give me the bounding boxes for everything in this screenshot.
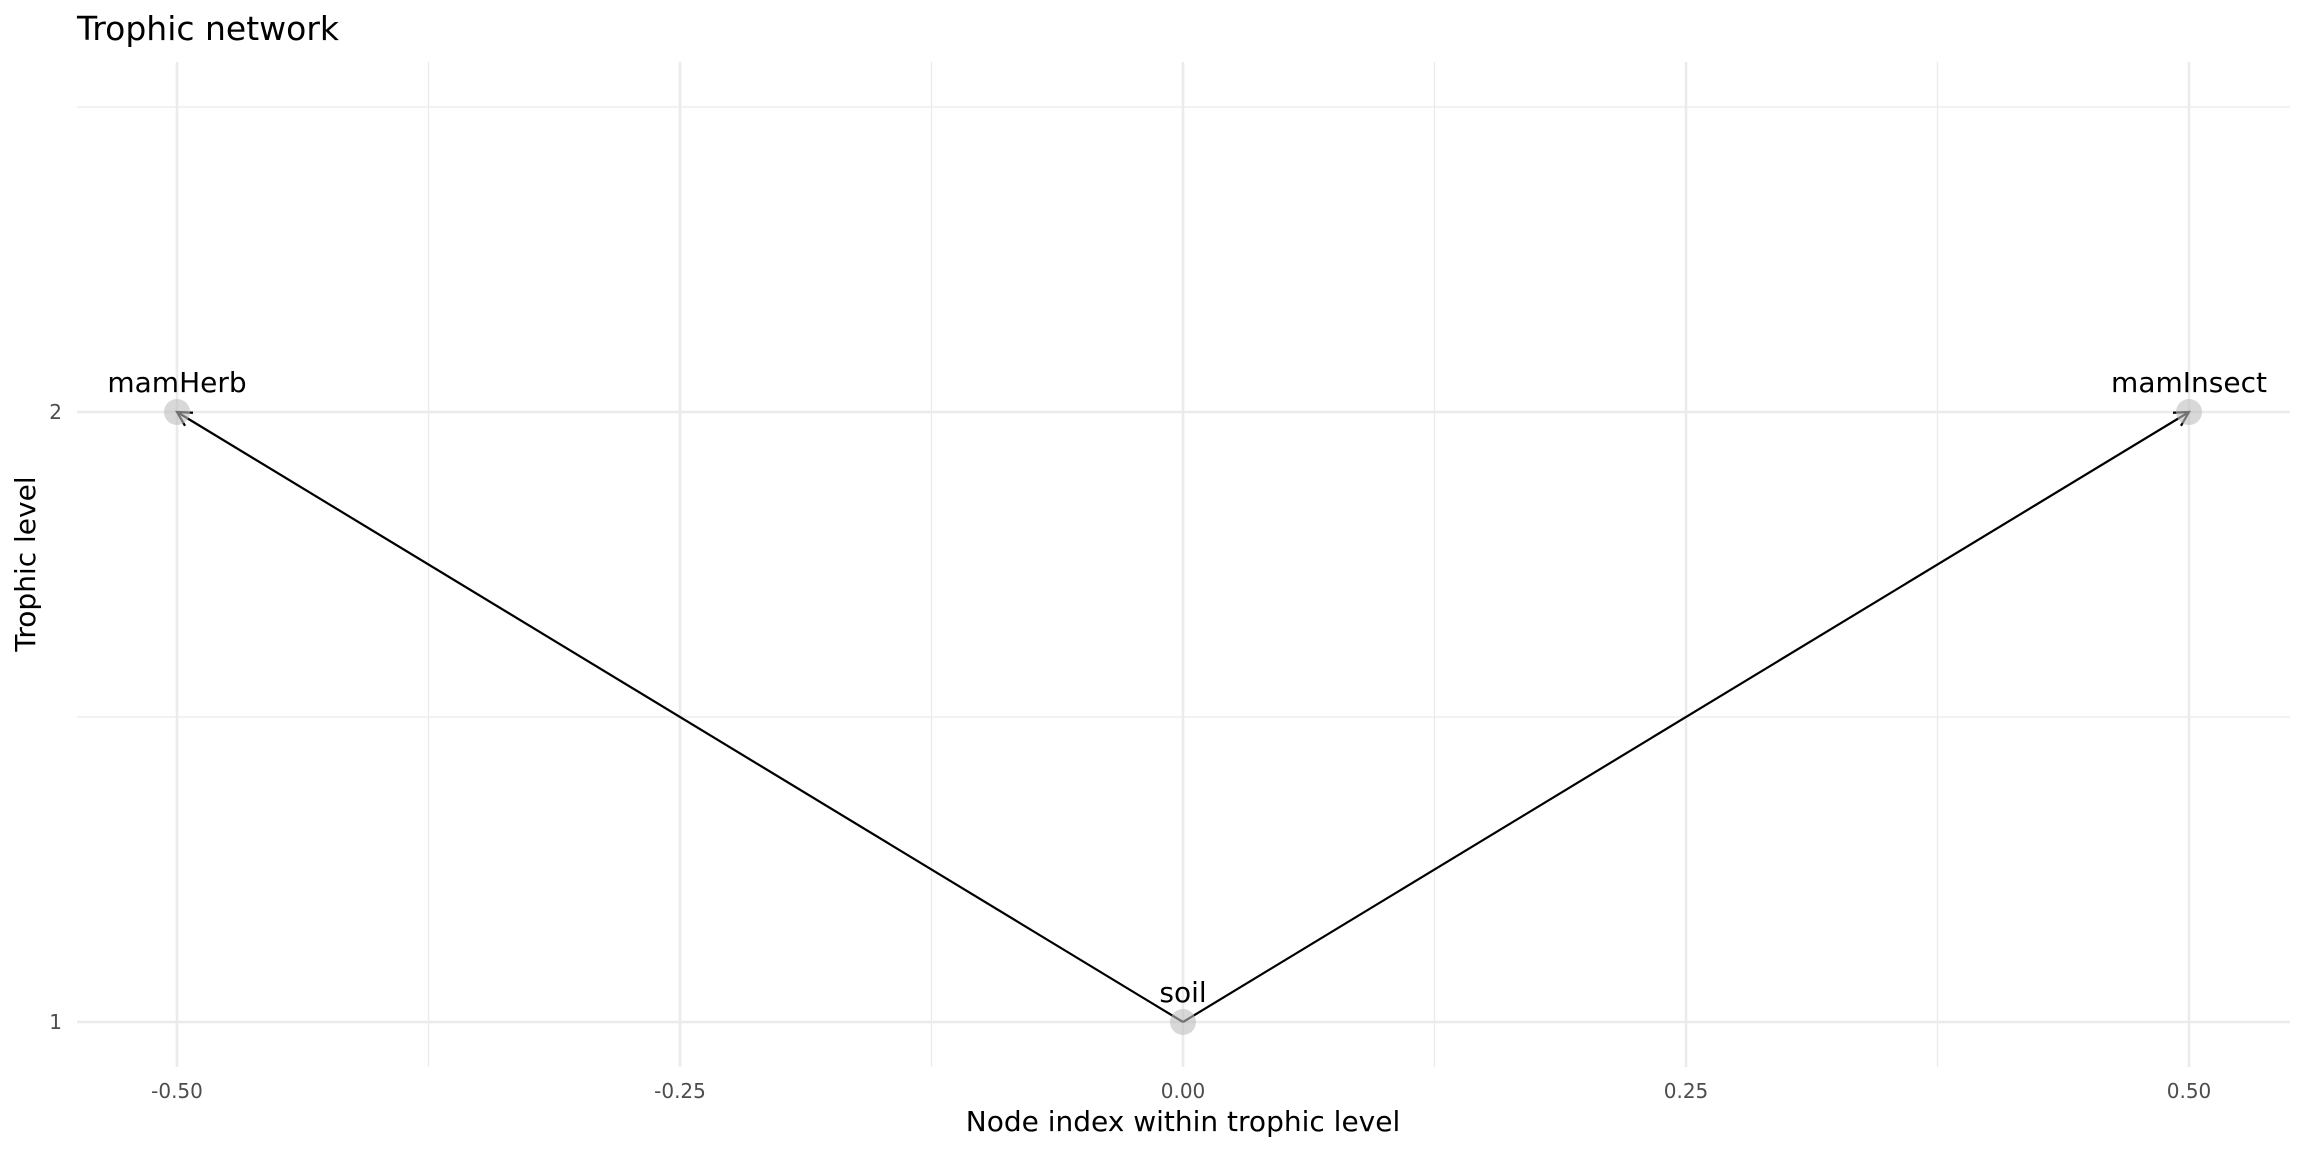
grid (77, 62, 2290, 1067)
x-axis-label: Node index within trophic level (966, 1105, 1401, 1138)
nodes: mamHerb soil mamInsect (107, 366, 2267, 1035)
ticks: -0.50 -0.25 0.00 0.25 0.50 1 2 (49, 400, 2211, 1103)
node-label: mamHerb (107, 366, 246, 399)
node-mamInsect (2176, 399, 2202, 425)
y-axis-label: Trophic level (9, 476, 42, 652)
x-tick-label: 0.50 (2167, 1079, 2212, 1103)
x-tick-label: -0.50 (151, 1079, 203, 1103)
node-label: soil (1159, 976, 1206, 1009)
node-mamHerb (164, 399, 190, 425)
y-tick-label: 2 (49, 400, 62, 424)
edge-soil-mamHerb (176, 411, 1184, 1023)
node-label: mamInsect (2111, 366, 2267, 399)
x-tick-label: 0.00 (1161, 1079, 1206, 1103)
x-tick-label: 0.25 (1664, 1079, 1709, 1103)
node-soil (1170, 1009, 1196, 1035)
x-tick-label: -0.25 (654, 1079, 706, 1103)
edge-soil-mamInsect (1182, 411, 2190, 1023)
chart-title: Trophic network (76, 9, 340, 48)
y-tick-label: 1 (49, 1010, 62, 1034)
